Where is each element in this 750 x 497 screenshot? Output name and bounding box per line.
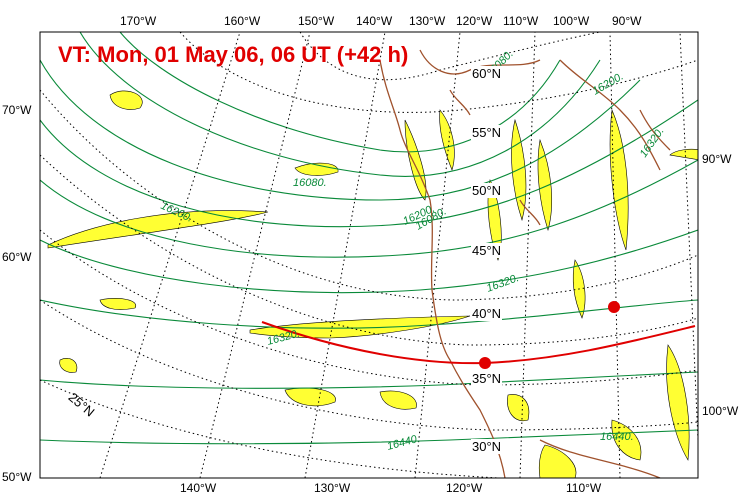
left-label: 60°W	[2, 250, 32, 264]
shaded-patch-15	[669, 148, 698, 160]
contour-label: 16080.	[293, 177, 327, 189]
shaded-patch-1	[109, 90, 143, 110]
top-lon-label: 90°W	[612, 14, 642, 28]
shaded-patch-18	[294, 162, 339, 176]
height-contours	[40, 32, 698, 445]
trajectory-point-1	[479, 357, 491, 369]
lat-label-60n: 60°N	[471, 66, 503, 81]
shaded-patch-7	[666, 344, 690, 461]
coastline	[379, 49, 671, 478]
bottom-lon-label: 120°W	[446, 481, 483, 495]
lat-label-50n: 50°N	[471, 183, 503, 198]
plot-border	[39, 31, 699, 479]
lat-label-35n: 35°N	[471, 371, 503, 386]
bottom-lon-label: 140°W	[180, 481, 217, 495]
lat-label-40n: 40°N	[471, 306, 503, 321]
valid-time-title: VT: Mon, 01 May 06, 06 UT (+42 h)	[58, 42, 409, 67]
top-lon-label: 140°W	[356, 14, 393, 28]
top-lon-label: 150°W	[298, 14, 335, 28]
lat-label-45n: 45°N	[471, 243, 503, 258]
contour-label: 16320.	[485, 272, 521, 295]
shaded-patch-12	[379, 390, 417, 410]
contour-label: 16200.	[591, 70, 626, 97]
shaded-band-pacific-west	[47, 210, 269, 249]
shaded-patch-13	[59, 358, 78, 373]
right-label: 90°W	[702, 152, 732, 166]
top-lon-label: 110°W	[503, 14, 539, 28]
contour-label: 16440.	[600, 431, 634, 443]
lat-label-55n: 55°N	[471, 125, 503, 140]
shaded-patch-5	[537, 138, 552, 232]
bottom-lon-label: 130°W	[314, 481, 351, 495]
shaded-patch-11	[538, 444, 577, 478]
left-label: 70°W	[2, 103, 32, 117]
contour-label: 16440.	[386, 433, 422, 453]
lat-label-30n: 30°N	[471, 439, 503, 454]
left-label: 50°W	[2, 470, 32, 484]
shaded-patch-16	[439, 109, 455, 171]
top-lon-label: 170°W	[120, 14, 157, 28]
shaded-patch-6	[609, 108, 629, 251]
shaded-patch-2	[404, 119, 427, 201]
top-lon-label: 120°W	[456, 14, 493, 28]
graticule	[40, 32, 698, 478]
bottom-lon-label: 110°W	[566, 481, 602, 495]
trajectory-point-2	[608, 301, 620, 313]
shaded-patch-14	[99, 298, 137, 310]
shaded-patch-3	[487, 179, 502, 261]
top-lon-label: 100°W	[553, 14, 590, 28]
top-lon-label: 160°W	[224, 14, 261, 28]
shaded-patch-9	[284, 387, 336, 406]
top-lon-label: 130°W	[409, 14, 446, 28]
right-label: 100°W	[702, 404, 739, 418]
shaded-patch-8	[611, 419, 642, 461]
shaded-patch-10	[507, 394, 530, 422]
